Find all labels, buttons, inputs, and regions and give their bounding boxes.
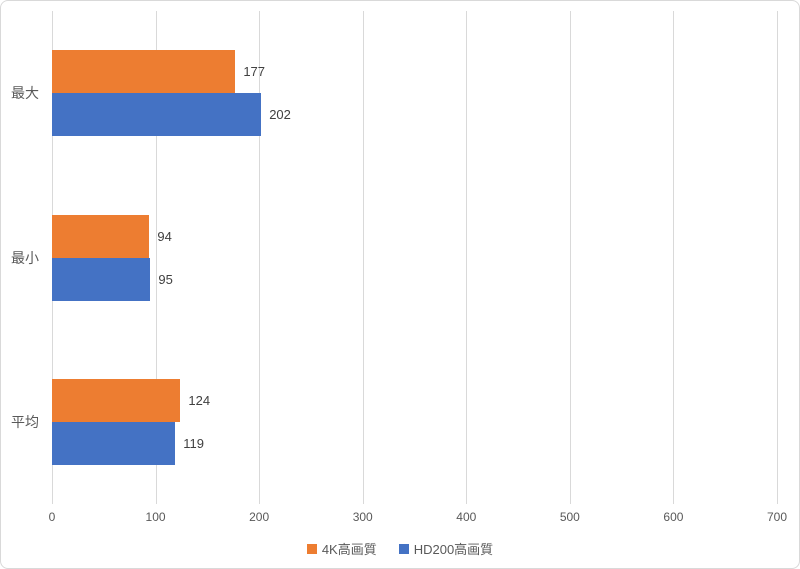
x-tick-label: 700 — [766, 510, 788, 524]
x-tick-label: 400 — [456, 510, 477, 524]
bar — [52, 50, 236, 94]
x-tick-label: 200 — [249, 510, 270, 524]
x-tick-label: 100 — [145, 510, 166, 524]
category-label: 最大 — [11, 85, 39, 102]
x-tick-label: 300 — [352, 510, 373, 524]
legend-label: 4K高画質 — [321, 542, 377, 557]
gridline — [466, 11, 468, 504]
gridline — [569, 11, 571, 504]
bar-value-label: 124 — [188, 392, 211, 408]
bar — [52, 257, 151, 301]
category-label: 平均 — [11, 413, 39, 430]
gridline — [259, 11, 261, 504]
x-tick-label: 0 — [48, 510, 56, 524]
gridline — [155, 11, 157, 504]
bar-value-label: 119 — [183, 435, 204, 451]
gridline — [777, 11, 778, 504]
gridline — [673, 11, 675, 504]
bar-value-label: 95 — [158, 271, 173, 287]
bar-value-label: 177 — [243, 64, 266, 80]
legend-swatch-icon — [306, 543, 317, 554]
x-tick-label: 600 — [663, 510, 684, 524]
legend-item: 4K高画質 — [306, 539, 377, 558]
bar — [52, 93, 262, 137]
bar-value-label: 94 — [157, 228, 172, 244]
legend-label: HD200高画質 — [413, 542, 494, 557]
bar — [52, 421, 176, 465]
category-label: 最小 — [11, 249, 39, 266]
legend-swatch-icon — [398, 543, 409, 554]
bar-value-label: 202 — [269, 107, 291, 123]
legend-item: HD200高画質 — [398, 539, 494, 558]
gridline — [362, 11, 364, 504]
legend: 4K高画質 HD200高画質 — [1, 539, 799, 558]
bar — [52, 214, 150, 258]
bar — [52, 378, 181, 422]
x-tick-label: 500 — [559, 510, 580, 524]
